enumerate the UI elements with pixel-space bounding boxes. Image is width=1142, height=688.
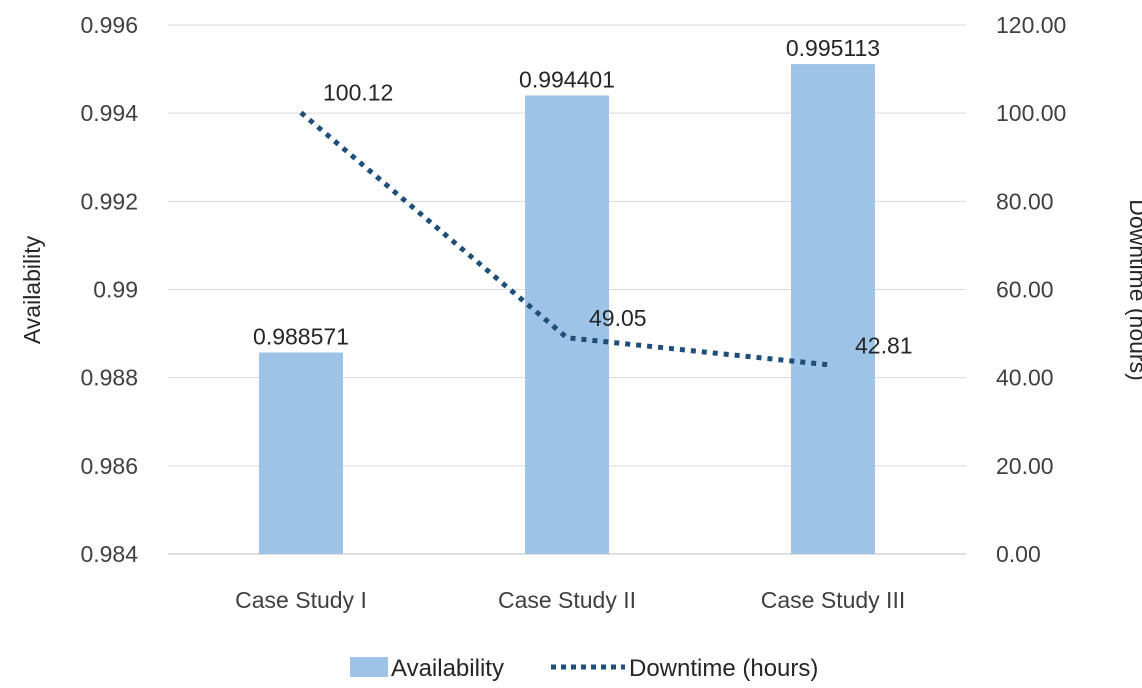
y-tick-label: 0.984 — [80, 541, 138, 567]
x-axis-ticks: Case Study I Case Study II Case Study III — [235, 587, 905, 613]
y2-tick-label: 60.00 — [996, 277, 1054, 303]
y2-tick-label: 120.00 — [996, 12, 1066, 38]
data-label-availability: 0.995113 — [786, 35, 880, 61]
legend-label-downtime: Downtime (hours) — [629, 655, 818, 682]
data-labels: 0.988571 0.994401 0.995113 100.12 49.05 42.81 — [253, 35, 913, 358]
left-axis-ticks: 0.984 0.986 0.988 0.99 0.992 0.994 0.996 — [80, 12, 138, 567]
y-tick-label: 0.992 — [80, 188, 138, 214]
data-label-availability: 0.988571 — [253, 323, 349, 349]
x-tick-label: Case Study II — [498, 587, 636, 613]
y2-tick-label: 0.00 — [996, 541, 1041, 567]
downtime-line — [299, 110, 834, 368]
y-tick-label: 0.988 — [80, 365, 138, 391]
bar-availability — [791, 64, 875, 554]
data-label-availability: 0.994401 — [519, 66, 615, 92]
y2-tick-label: 20.00 — [996, 453, 1054, 479]
y2-tick-label: 100.00 — [996, 100, 1066, 126]
y2-tick-label: 40.00 — [996, 365, 1054, 391]
bar-availability — [525, 95, 609, 554]
legend-label-availability: Availability — [391, 655, 504, 682]
y2-axis-title: Downtime (hours) — [1125, 199, 1142, 381]
y-tick-label: 0.986 — [80, 453, 138, 479]
x-tick-label: Case Study I — [235, 587, 367, 613]
y-tick-label: 0.996 — [80, 12, 138, 38]
data-label-downtime: 49.05 — [589, 305, 647, 331]
bar-availability — [259, 352, 343, 554]
legend-swatch-availability — [350, 657, 388, 677]
availability-bars — [259, 64, 875, 554]
y-axis-title: Availability — [19, 235, 45, 344]
y-tick-label: 0.99 — [93, 277, 138, 303]
data-label-downtime: 42.81 — [855, 332, 913, 358]
right-axis-ticks: 0.00 20.00 40.00 60.00 80.00 100.00 120.00 — [996, 12, 1066, 567]
x-tick-label: Case Study III — [761, 587, 905, 613]
y2-tick-label: 80.00 — [996, 188, 1054, 214]
y-tick-label: 0.994 — [80, 100, 138, 126]
legend: Availability Downtime (hours) — [350, 655, 818, 682]
data-label-downtime: 100.12 — [323, 80, 393, 106]
